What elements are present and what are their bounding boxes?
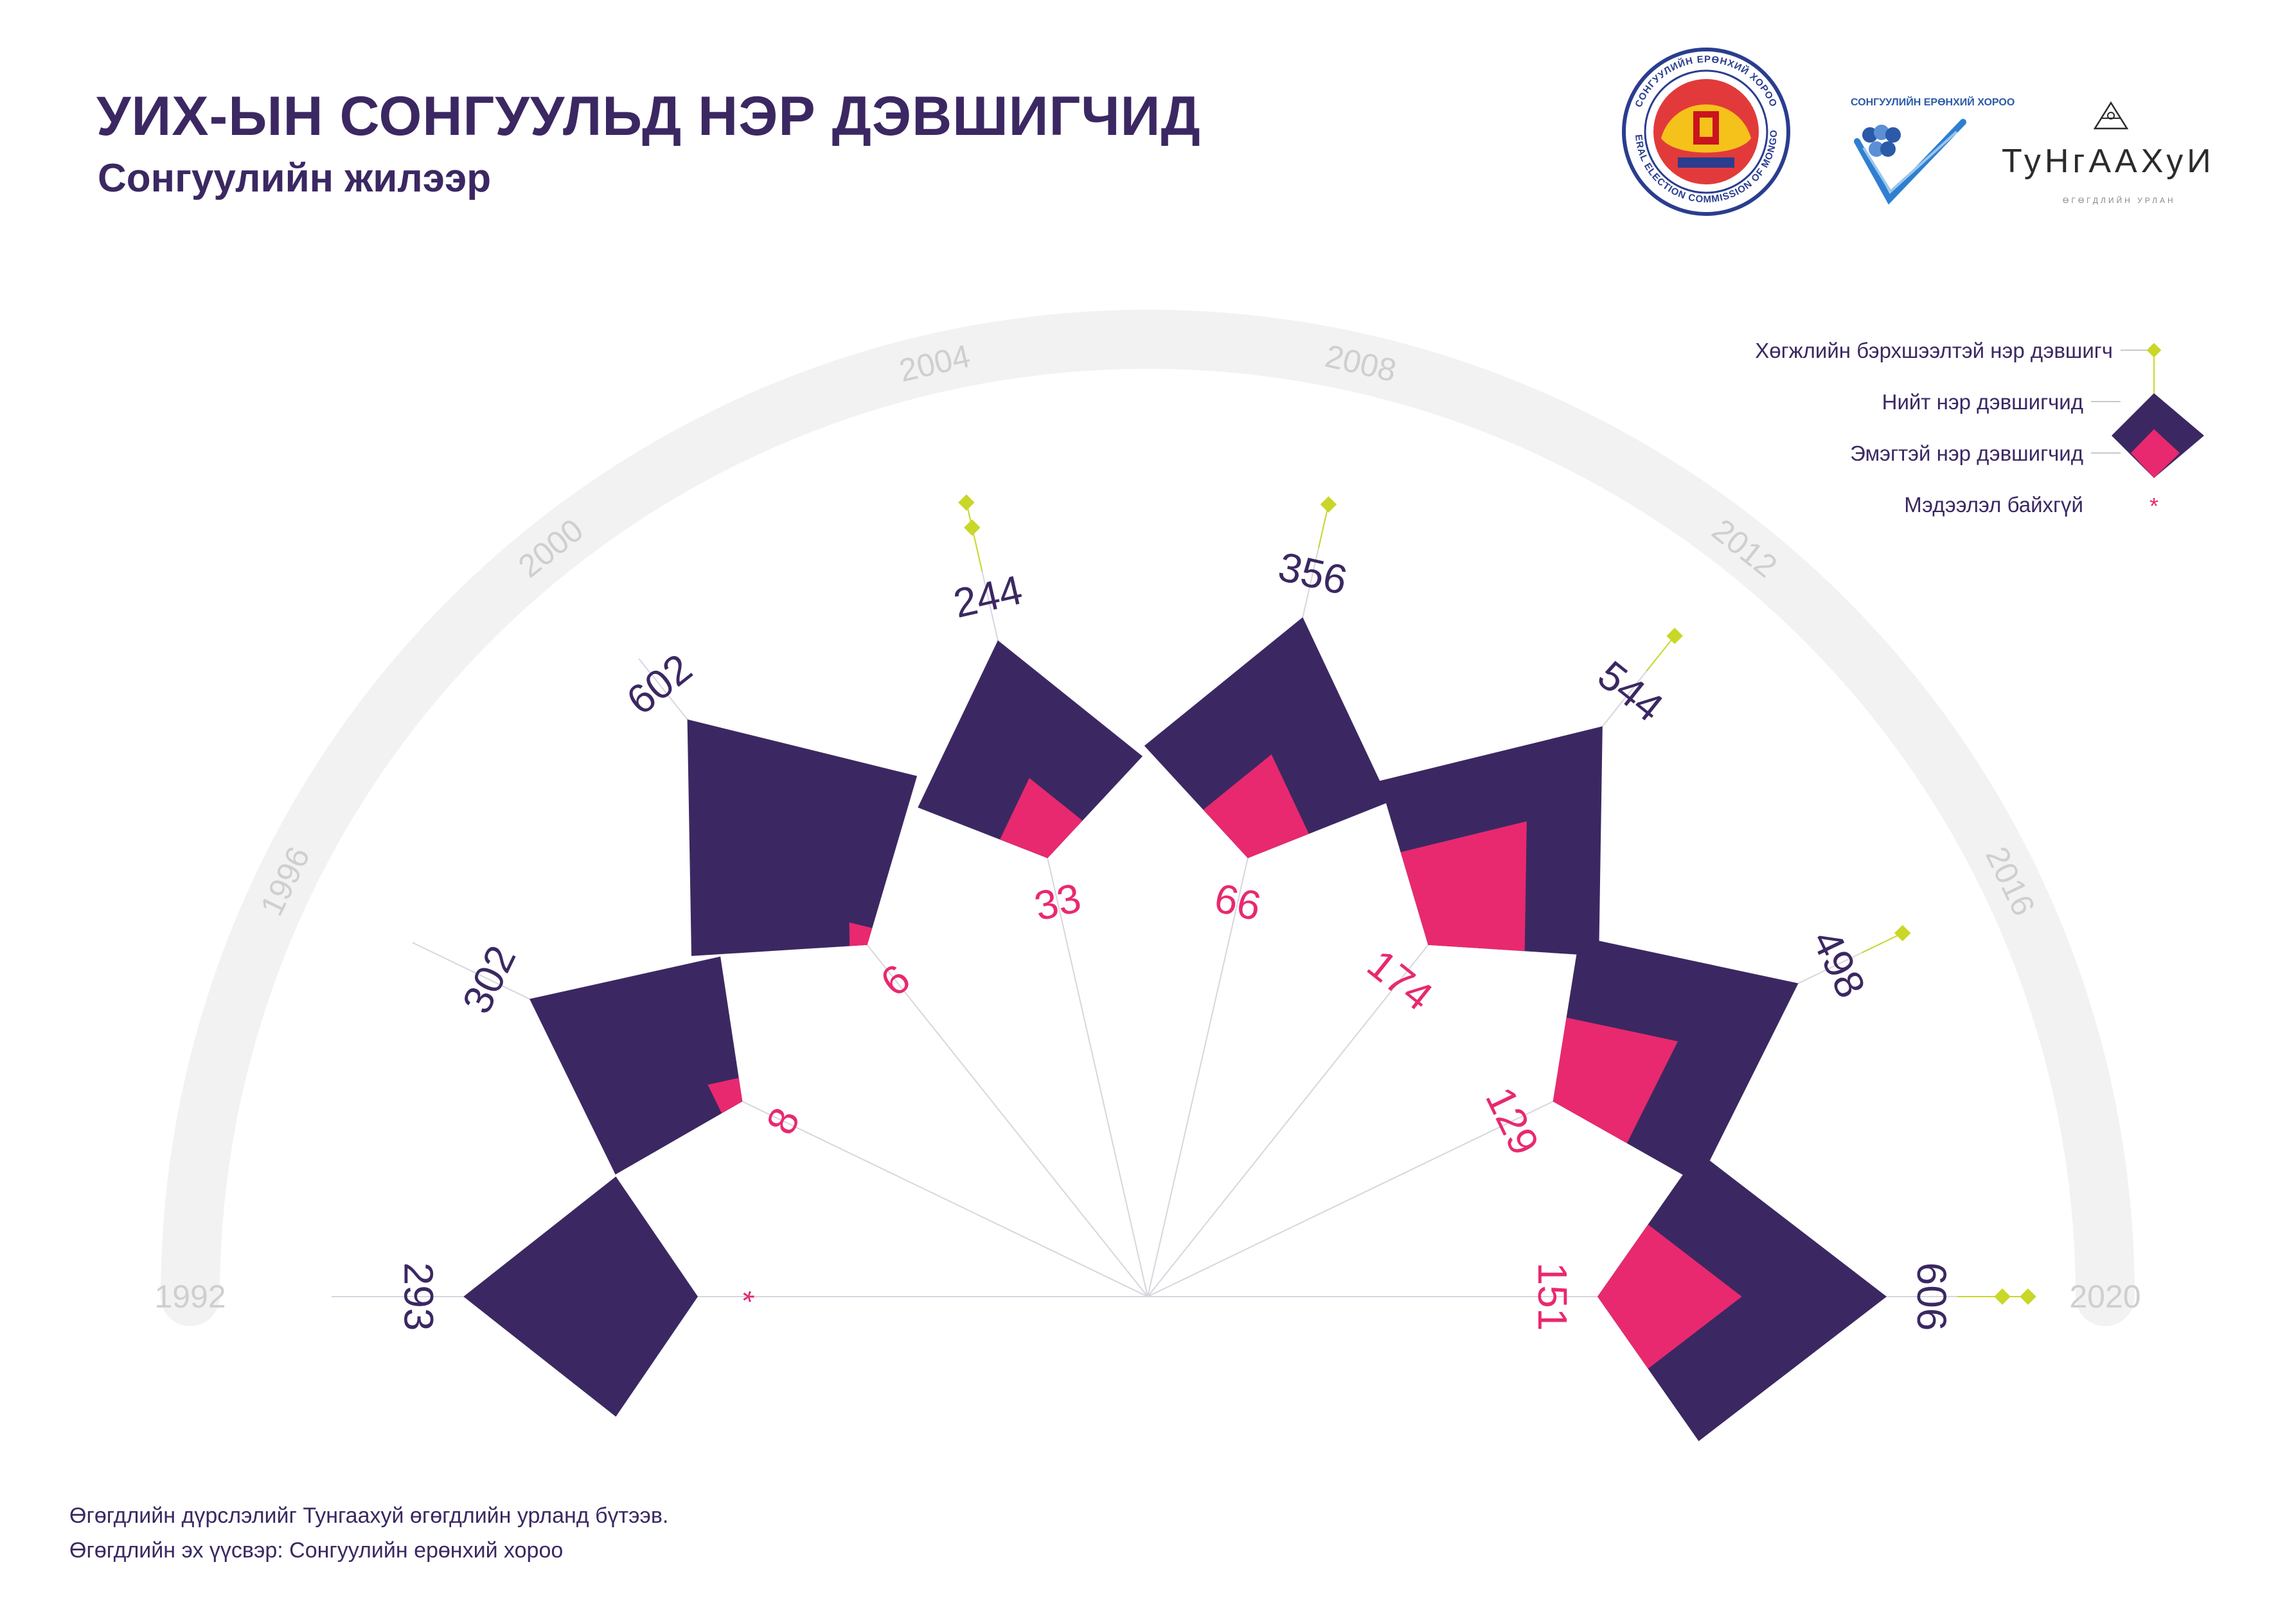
total-diamond-1996	[530, 956, 743, 1175]
total-label-2008: 356	[1274, 543, 1351, 603]
female-diamond-2012	[1400, 821, 1527, 952]
female-label-2000: 6	[872, 955, 919, 1005]
disabled-marker-2020	[2020, 1288, 2036, 1305]
legend-no-data-label: Мэдээлэл байхгүй	[1904, 493, 2083, 517]
total-diamond-2000	[687, 719, 918, 956]
disabled-stem-2008	[1317, 504, 1330, 549]
commission-logo-text: СОНГУУЛИЙН ЕРӨНХИЙ ХОРОО	[1851, 96, 2015, 108]
page-subtitle: Сонгуулийн жилээр	[98, 156, 492, 200]
total-label-2000: 602	[618, 644, 700, 723]
female-label-1992: *	[726, 1291, 760, 1303]
total-label-2020: 606	[1909, 1263, 1955, 1331]
female-label-2012: 174	[1359, 941, 1441, 1020]
page-title: УИХ-ЫН СОНГУУЛЬД НЭР ДЭВШИГЧИД	[96, 85, 1201, 147]
legend-disabled-marker	[2146, 342, 2162, 358]
female-diamond-2000	[849, 922, 873, 946]
disabled-stem-2004	[965, 502, 983, 572]
total-diamond-2004	[918, 640, 1143, 858]
disabled-marker-2020	[1994, 1288, 2011, 1305]
total-label-1992: 293	[395, 1263, 441, 1331]
diamonds	[463, 617, 1887, 1441]
female-diamond-2008	[1203, 754, 1309, 858]
total-label-2012: 544	[1589, 652, 1671, 731]
year-arc-band	[161, 310, 2135, 1326]
footer-source: Өгөгдлийн эх үүсвэр: Сонгуулийн ерөнхий …	[69, 1538, 564, 1563]
legend-female-swatch	[2131, 429, 2180, 478]
female-label-2008: 66	[1210, 874, 1265, 930]
logos: GENERAL ELECTION COMMISSION OF MONGOLIA …	[1622, 48, 2215, 216]
tungaahui-name: ТуНгААХуИ	[2002, 143, 2215, 180]
commission-logo: СОНГУУЛИЙН ЕРӨНХИЙ ХОРОО	[1851, 96, 2015, 205]
disabled-marker-2004	[958, 494, 975, 511]
disabled-stem-2012	[1646, 635, 1675, 672]
female-diamond-2020	[1597, 1224, 1742, 1369]
disabled-marker-2004	[964, 519, 981, 536]
spoke-2004	[965, 501, 1148, 1297]
legend-female-label: Эмэгтэй нэр дэвшигчид	[1850, 441, 2083, 465]
female-label-1996: 8	[757, 1101, 808, 1141]
year-label-1992: 1992	[154, 1279, 226, 1315]
total-label-2016: 498	[1803, 923, 1874, 1004]
female-label-2004: 33	[1030, 874, 1085, 930]
total-diamond-1992	[463, 1176, 698, 1417]
year-arc	[161, 310, 2135, 1326]
total-label-1996: 302	[453, 939, 524, 1020]
year-label-2020: 2020	[2069, 1279, 2140, 1315]
total-label-2004: 244	[949, 566, 1026, 626]
disabled-marker-2016	[1894, 925, 1911, 942]
legend-disabled-label: Хөгжлийн бэрхшээлтэй нэр дэвшигч	[1755, 339, 2113, 362]
female-label-2020: 151	[1529, 1263, 1576, 1331]
disabled-marker-2008	[1320, 496, 1337, 513]
female-diamond-1996	[707, 1078, 743, 1113]
tungaahui-logo: ТуНгААХуИ ӨГӨГДЛИЙН УРЛАН	[2002, 101, 2215, 205]
female-diamond-2016	[1553, 1017, 1678, 1144]
legend: Хөгжлийн бэрхшээлтэй нэр дэвшигч Нийт нэ…	[1755, 339, 2204, 519]
legend-total-label: Нийт нэр дэвшигчид	[1882, 390, 2083, 414]
total-diamond-2020	[1597, 1152, 1887, 1441]
gec-logo: GENERAL ELECTION COMMISSION OF MONGOLIA …	[1622, 48, 1790, 216]
legend-no-data-symbol: *	[2149, 493, 2158, 519]
tungaahui-sub: ӨГӨГДЛИЙН УРЛАН	[2063, 195, 2176, 205]
total-diamond-2008	[1144, 617, 1390, 858]
disabled-marker-2012	[1666, 627, 1683, 644]
disabled-stem-2016	[1862, 932, 1903, 953]
female-diamond-2004	[1000, 777, 1083, 858]
female-label-2016: 129	[1477, 1080, 1548, 1162]
footer-credit: Өгөгдлийн дүрслэлийг Тунгаахуй өгөгдлийн…	[69, 1503, 669, 1528]
